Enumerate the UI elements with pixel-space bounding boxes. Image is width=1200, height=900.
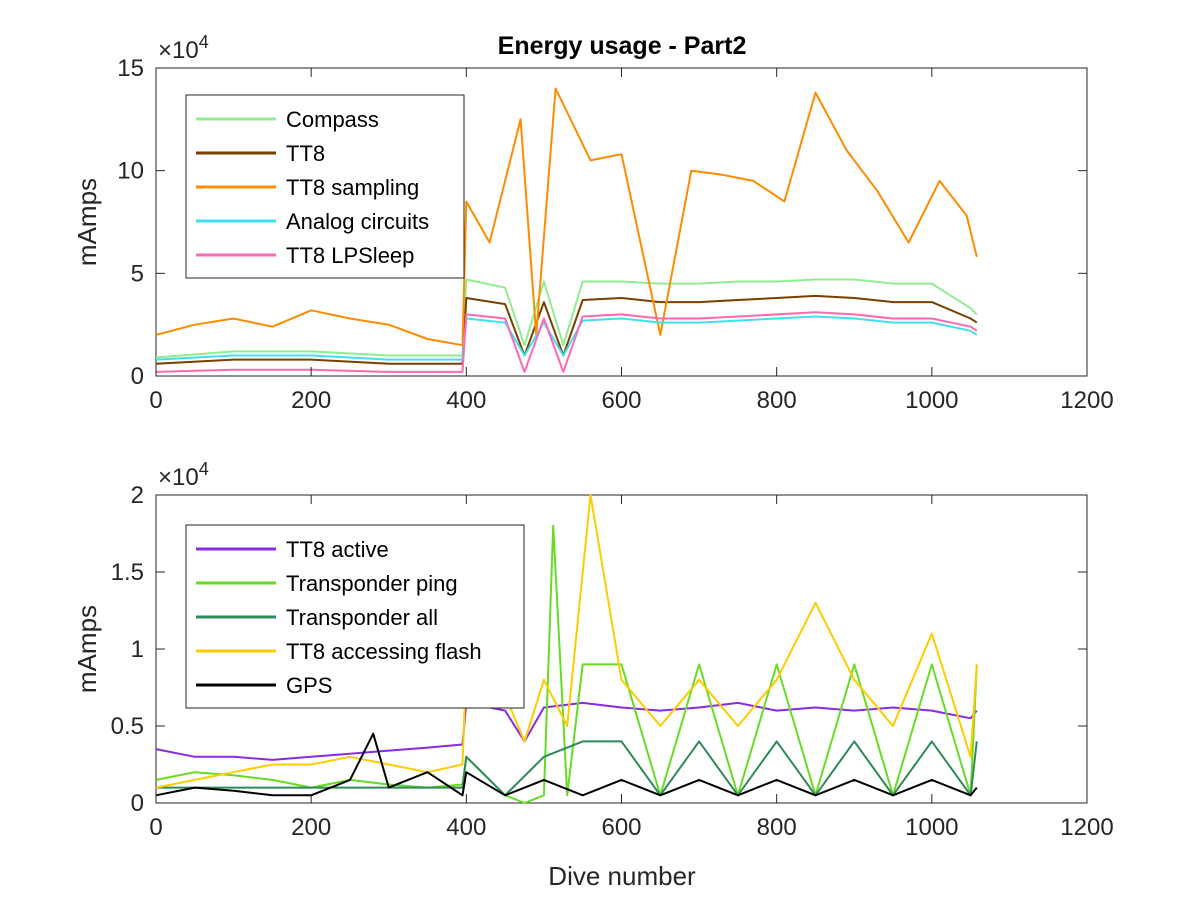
y-tick-label: 10 xyxy=(117,158,144,185)
series-line-analog-circuits xyxy=(155,315,978,361)
chart-title: Energy usage - Part2 xyxy=(498,32,747,60)
legend-entry: Transponder ping xyxy=(286,571,458,596)
x-tick-label: 0 xyxy=(149,814,162,841)
x-axis-label: Dive number xyxy=(548,861,696,891)
x-tick-label: 400 xyxy=(446,387,486,414)
series-line-transponder-all xyxy=(156,740,978,797)
y-axis-multiplier: ×104 xyxy=(158,32,209,64)
y-axis-multiplier-exponent: 4 xyxy=(199,32,209,52)
legend-entry: Transponder all xyxy=(286,605,438,630)
legend-entry: TT8 accessing flash xyxy=(286,639,482,664)
series-line-tt8 xyxy=(155,294,978,365)
y-axis-multiplier: ×104 xyxy=(158,459,209,491)
x-tick-label: 1000 xyxy=(905,387,958,414)
y-axis-multiplier-exponent: 4 xyxy=(199,459,209,479)
series-line-tt8-sampling xyxy=(155,87,978,347)
y-tick-label: 2 xyxy=(131,482,144,509)
y-axis-label: mAmps xyxy=(72,178,102,266)
bottom-plot: 0 200 400 600 800 1000 1200 0 0.5 1 1.5 2 ×104 mAmps T… xyxy=(72,459,1114,841)
legend-entry: GPS xyxy=(286,673,332,698)
legend-entry: TT8 xyxy=(286,141,325,166)
legend-entry: TT8 active xyxy=(286,537,389,562)
legend-entry: Compass xyxy=(286,107,379,132)
x-tick-label: 800 xyxy=(757,387,797,414)
x-tick-label: 200 xyxy=(291,814,331,841)
y-tick-label: 15 xyxy=(117,55,144,82)
x-tick-label: 0 xyxy=(149,387,162,414)
x-tick-label: 400 xyxy=(446,814,486,841)
y-tick-label: 0 xyxy=(131,363,144,390)
x-tick-label: 600 xyxy=(601,814,641,841)
x-tick-label: 1000 xyxy=(905,814,958,841)
series-line-transponder-ping xyxy=(155,524,978,804)
x-tick-label: 600 xyxy=(601,387,641,414)
series-line-tt8-lpsleep xyxy=(155,311,978,373)
x-tick-label: 1200 xyxy=(1060,814,1113,841)
x-tick-label: 200 xyxy=(291,387,331,414)
y-axis-label: mAmps xyxy=(72,605,102,693)
series-line-compass xyxy=(155,278,978,359)
series-line-tt8-accessing-flash xyxy=(155,494,978,789)
y-tick-label: 1 xyxy=(131,636,144,663)
legend-entry: Analog circuits xyxy=(286,209,429,234)
y-tick-label: 0 xyxy=(131,790,144,817)
legend-entry: TT8 LPSleep xyxy=(286,243,414,268)
x-tick-label: 800 xyxy=(757,814,797,841)
y-tick-label: 0.5 xyxy=(111,713,144,740)
top-plot: 0 200 400 600 800 1000 1200 0 5 10 15 ×104 mAmps Comp… xyxy=(72,32,1114,414)
y-tick-label: 5 xyxy=(131,260,144,287)
series-line-tt8-active xyxy=(155,701,978,761)
legend-entry: TT8 sampling xyxy=(286,175,419,200)
x-tick-label: 1200 xyxy=(1060,387,1113,414)
y-tick-label: 1.5 xyxy=(111,559,144,586)
